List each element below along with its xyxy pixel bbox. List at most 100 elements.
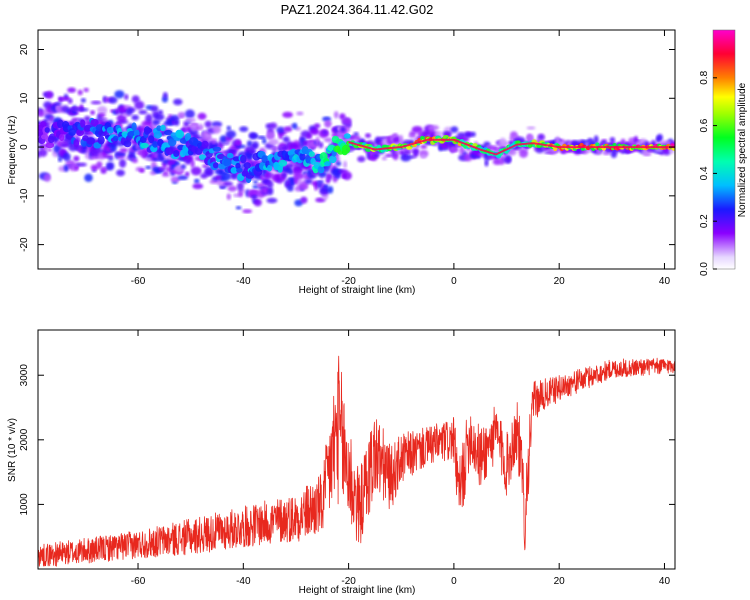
spectrogram-cell [211, 140, 217, 144]
spectrogram-cell [499, 137, 506, 145]
snr-y-tick-label: 3000 [19, 364, 30, 387]
spectrogram-ridge-cell [317, 165, 325, 174]
spectrogram-cell [204, 133, 211, 138]
spectrogram-cell [154, 113, 165, 121]
spectrogram-ridge-cell [212, 146, 222, 152]
spectrogram-ridge-cell [176, 130, 185, 139]
spectrogram-cell [119, 147, 128, 153]
spectrogram-cell [305, 178, 313, 184]
spectrogram-cell [315, 136, 320, 146]
spectrogram-cell [60, 96, 71, 101]
spectrogram-cell [168, 161, 178, 165]
spectrogram-cell [119, 159, 127, 168]
spectrogram-cell [236, 182, 244, 191]
spectrogram-ridge-cell [343, 133, 351, 139]
spectrogram-cell [84, 173, 93, 182]
spectrogram-y-ticks: -20 -10 0 10 20 [19, 44, 675, 252]
spectrogram-cell [84, 115, 91, 122]
spectrogram-x-tick-label: 20 [554, 276, 566, 287]
spectrogram-ridge-cell [145, 127, 153, 134]
spectrogram-x-ticks: -60 -40 -20 0 20 40 [131, 30, 671, 287]
snr-x-tick-label: 0 [451, 576, 457, 587]
spectrogram-cell [357, 156, 366, 163]
spectrogram-ridge-cell [40, 121, 47, 128]
spectrogram-cell [381, 156, 387, 161]
spectrogram-cell [105, 161, 115, 171]
spectrogram-cell [194, 178, 200, 184]
spectrogram-ridge-cell [267, 164, 273, 172]
spectrogram-cell [198, 123, 204, 130]
spectrogram-ridge-cell [165, 147, 174, 156]
spectrogram-ridge-cell [553, 147, 558, 152]
snr-x-tick-label: 20 [554, 576, 566, 587]
spectrogram-cell [335, 161, 342, 167]
spectrogram-ridge-cell [97, 135, 105, 145]
spectrogram-cell [313, 123, 321, 129]
spectrogram-cell [248, 149, 257, 154]
spectrogram-cell [342, 171, 352, 181]
spectrogram-ridge-cell [131, 122, 137, 131]
spectrogram-cell [67, 87, 77, 93]
spectrogram-cell [502, 156, 512, 164]
spectrogram-cell [256, 183, 266, 187]
spectrogram-cell [253, 198, 262, 207]
spectrogram-cell [202, 164, 208, 168]
spectrogram-x-tick-label: -60 [131, 276, 146, 287]
spectrogram-cell [178, 111, 186, 118]
spectrogram-cell [98, 113, 106, 118]
spectrogram-cell [609, 137, 616, 144]
spectrogram-cell [71, 107, 81, 111]
colorbar-frame [712, 29, 736, 270]
spectrogram-ridge-cell [299, 152, 306, 161]
spectrogram-cell [265, 171, 270, 178]
spectrogram-cell [286, 185, 294, 192]
spectrogram-cell [526, 126, 536, 130]
spectrogram-cell [185, 117, 196, 123]
spectrogram-ridge-cell [164, 129, 173, 136]
spectrogram-cell [321, 129, 328, 135]
spectrogram-ridge-cell [201, 140, 209, 148]
spectrogram-ridge-cell [212, 162, 219, 169]
spectrogram-ridge-cell [329, 155, 337, 164]
spectrogram-cell [334, 170, 342, 179]
spectrogram-cell [428, 125, 440, 131]
spectrogram-cell [138, 110, 148, 115]
spectrogram-cell [229, 145, 237, 150]
spectrogram-cell [402, 150, 412, 155]
colorbar-tick-label: 0.8 [699, 70, 710, 84]
spectrogram-y-tick-label: 20 [19, 44, 30, 56]
spectrogram-cell [116, 169, 125, 177]
spectrogram-cell [452, 147, 459, 153]
spectrogram-cell [38, 109, 46, 117]
spectrogram-ridge-cell [148, 135, 155, 144]
spectrogram-ridge-cell [308, 151, 315, 158]
spectrogram-cell [293, 172, 305, 180]
snr-x-axis-label: Height of straight line (km) [299, 585, 416, 596]
spectrogram-ridge-cell [243, 162, 251, 169]
spectrogram-x-tick-label: -20 [341, 276, 356, 287]
spectrogram-cell [267, 186, 274, 196]
figure-title: PAZ1.2024.364.11.42.G02 [281, 2, 434, 17]
spectrogram-cell [519, 149, 528, 158]
colorbar-ticks: 0.0 0.2 0.4 0.6 0.8 [699, 70, 717, 276]
spectrogram-x-tick-label: -40 [236, 276, 251, 287]
spectrogram-cell [300, 196, 308, 204]
spectrogram-cell [402, 153, 407, 159]
spectrogram-ridge-cell [324, 161, 331, 167]
spectrogram-cell [537, 134, 545, 140]
colorbar-tick-label: 0.4 [699, 166, 710, 180]
spectrogram-cell [276, 126, 285, 134]
spectrogram-cell [227, 185, 238, 192]
spectrogram-cell [235, 139, 242, 147]
spectrogram-x-tick-label: 40 [659, 276, 671, 287]
spectrogram-cell [289, 178, 296, 186]
spectrogram-cell [97, 106, 108, 115]
spectrogram-ridge-cell [76, 129, 84, 137]
spectrogram-heatmap [38, 87, 675, 214]
spectrogram-ridge-cell [153, 131, 162, 139]
spectrogram-cell [323, 184, 329, 189]
spectrogram-cell [212, 125, 221, 134]
spectrogram-cell [239, 126, 249, 132]
spectrogram-ridge-cell [44, 127, 50, 133]
spectrogram-cell [296, 111, 304, 116]
